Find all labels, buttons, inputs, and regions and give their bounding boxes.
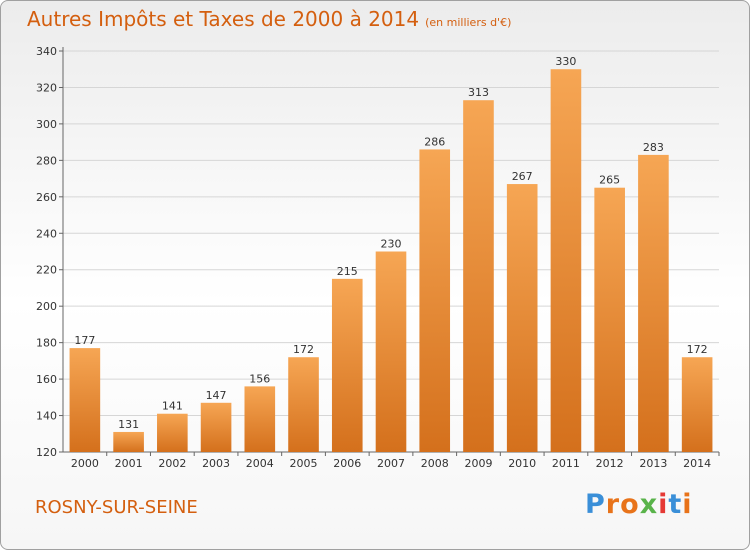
logo-letter: i: [658, 489, 669, 520]
bar-2005: [288, 357, 319, 452]
logo-letter: P: [585, 489, 606, 520]
logo-letter: o: [620, 489, 640, 520]
data-label-2001: 131: [118, 418, 139, 431]
y-tick-label: 300: [36, 118, 57, 131]
logo-letter: x: [639, 489, 659, 520]
x-tick-label-2002: 2002: [158, 457, 186, 470]
y-tick-label: 280: [36, 154, 57, 167]
x-tick-label-2009: 2009: [464, 457, 492, 470]
x-tick-label-2014: 2014: [683, 457, 711, 470]
bar-2002: [157, 413, 188, 452]
data-label-2004: 156: [249, 372, 270, 385]
data-label-2005: 172: [293, 343, 314, 356]
x-tick-label-2005: 2005: [290, 457, 318, 470]
x-tick-label-2012: 2012: [596, 457, 624, 470]
bar-2000: [69, 348, 101, 452]
x-tick-label-2006: 2006: [333, 457, 361, 470]
y-tick-label: 260: [36, 191, 57, 204]
bar-2008: [419, 149, 451, 452]
x-tick-label-2001: 2001: [115, 457, 143, 470]
bar-2006: [331, 278, 363, 452]
data-label-2008: 286: [424, 135, 445, 148]
bar-2001: [113, 431, 144, 452]
y-tick-label: 120: [36, 446, 57, 459]
logo-letter: i: [682, 489, 693, 520]
chart-title-text: Autres Impôts et Taxes de 2000 à 2014: [27, 7, 420, 31]
bar-2010: [506, 184, 538, 453]
x-tick-label-2004: 2004: [246, 457, 274, 470]
data-label-2006: 215: [337, 265, 358, 278]
x-tick-label-2010: 2010: [508, 457, 536, 470]
x-tick-label-2007: 2007: [377, 457, 405, 470]
y-tick-label: 340: [36, 45, 57, 58]
y-tick-label: 240: [36, 227, 57, 240]
data-label-2000: 177: [74, 334, 95, 347]
bar-2003: [200, 402, 232, 452]
chart-title: Autres Impôts et Taxes de 2000 à 2014 (en…: [27, 7, 511, 31]
chart-unit: (en milliers d'€): [425, 16, 512, 29]
y-tick-label: 200: [36, 300, 57, 313]
logo-letter: r: [605, 489, 621, 520]
bar-2011: [550, 69, 582, 453]
bar-2007: [375, 251, 407, 452]
x-tick-label-2000: 2000: [71, 457, 99, 470]
data-label-2014: 172: [687, 343, 708, 356]
commune-name: ROSNY-SUR-SEINE: [35, 497, 198, 518]
data-label-2009: 313: [468, 86, 489, 99]
data-label-2013: 283: [643, 141, 664, 154]
data-label-2010: 267: [512, 170, 533, 183]
proxiti-logo[interactable]: Proxiti: [585, 489, 693, 520]
logo-letter: t: [668, 489, 683, 520]
x-tick-label-2003: 2003: [202, 457, 230, 470]
x-tick-label-2013: 2013: [639, 457, 667, 470]
data-label-2011: 330: [555, 55, 576, 68]
y-tick-label: 140: [36, 410, 57, 423]
bar-2012: [594, 187, 625, 453]
bar-2004: [244, 386, 276, 452]
bar-2009: [463, 100, 494, 453]
bar-2014: [681, 357, 713, 452]
data-label-2002: 141: [162, 400, 183, 413]
y-tick-label: 160: [36, 373, 57, 386]
bar-2013: [638, 154, 669, 453]
y-tick-label: 180: [36, 337, 57, 350]
x-tick-label-2008: 2008: [421, 457, 449, 470]
x-tick-label-2011: 2011: [552, 457, 580, 470]
data-label-2007: 230: [381, 238, 402, 251]
data-label-2003: 147: [206, 389, 227, 402]
data-label-2012: 265: [599, 174, 620, 187]
y-tick-label: 220: [36, 264, 57, 277]
y-tick-label: 320: [36, 81, 57, 94]
